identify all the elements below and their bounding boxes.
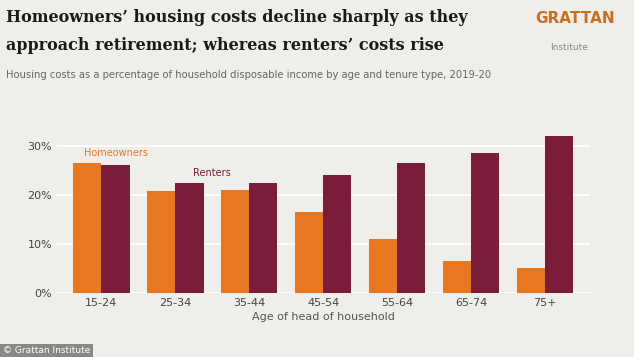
Text: © Grattan Institute: © Grattan Institute (3, 346, 91, 355)
Bar (398, 163, 425, 293)
Bar (517, 268, 545, 293)
Text: Housing costs as a percentage of household disposable income by age and tenure t: Housing costs as a percentage of househo… (6, 70, 491, 80)
Text: approach retirement; whereas renters’ costs rise: approach retirement; whereas renters’ co… (6, 37, 444, 55)
Bar (471, 153, 500, 293)
Bar (443, 261, 471, 293)
Bar (545, 136, 573, 293)
Bar (147, 191, 176, 293)
Bar (221, 190, 249, 293)
Text: Homeowners: Homeowners (84, 148, 148, 158)
Text: GRATTAN: GRATTAN (536, 11, 616, 26)
Bar (295, 212, 323, 293)
Bar (323, 175, 351, 293)
Bar (249, 182, 278, 293)
Text: Renters: Renters (193, 168, 231, 178)
Bar (176, 182, 204, 293)
Bar (369, 239, 398, 293)
Text: Homeowners’ housing costs decline sharply as they: Homeowners’ housing costs decline sharpl… (6, 9, 468, 26)
Bar (101, 165, 129, 293)
Bar (74, 163, 101, 293)
Text: Institute: Institute (550, 43, 588, 52)
X-axis label: Age of head of household: Age of head of household (252, 312, 395, 322)
